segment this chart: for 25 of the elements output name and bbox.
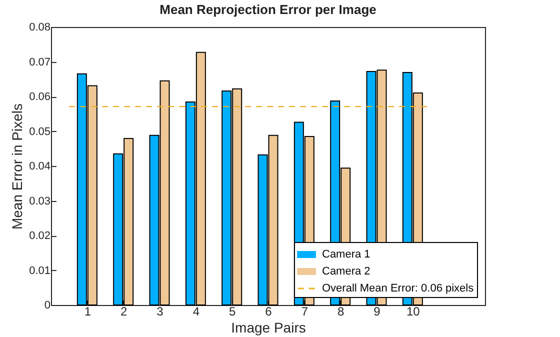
y-tick-label: 0.08 bbox=[29, 22, 50, 34]
x-tick-label: 8 bbox=[337, 304, 344, 318]
chart-title: Mean Reprojection Error per Image bbox=[160, 2, 376, 17]
y-tick-label: 0.05 bbox=[29, 126, 50, 138]
x-tick-label: 10 bbox=[406, 304, 420, 318]
x-tick-label: 4 bbox=[192, 304, 200, 318]
x-tick-label: 9 bbox=[374, 304, 381, 318]
x-tick-label: 2 bbox=[120, 304, 128, 318]
y-tick-label: 0 bbox=[44, 300, 50, 312]
y-tick-label: 0.01 bbox=[29, 264, 50, 277]
legend-label: Overall Mean Error: 0.06 pixels bbox=[322, 282, 474, 294]
y-tick-label: 0.07 bbox=[29, 56, 50, 68]
y-tick-label: 0.03 bbox=[29, 195, 50, 208]
y-tick-label: 0.04 bbox=[29, 160, 50, 172]
y-axis-title: Mean Error in Pixels bbox=[9, 103, 26, 230]
x-tick-label: 5 bbox=[228, 304, 236, 318]
x-tick-label: 7 bbox=[301, 304, 308, 318]
x-tick-label: 3 bbox=[156, 304, 164, 318]
x-axis-title: Image Pairs bbox=[231, 320, 306, 336]
y-tick-label: 0.06 bbox=[29, 91, 50, 103]
x-tick-label: 6 bbox=[265, 304, 272, 318]
legend-label: Camera 2 bbox=[322, 266, 370, 278]
y-tick-label: 0.02 bbox=[29, 230, 50, 242]
legend-label: Camera 1 bbox=[322, 248, 370, 260]
x-tick-label: 1 bbox=[84, 304, 92, 318]
